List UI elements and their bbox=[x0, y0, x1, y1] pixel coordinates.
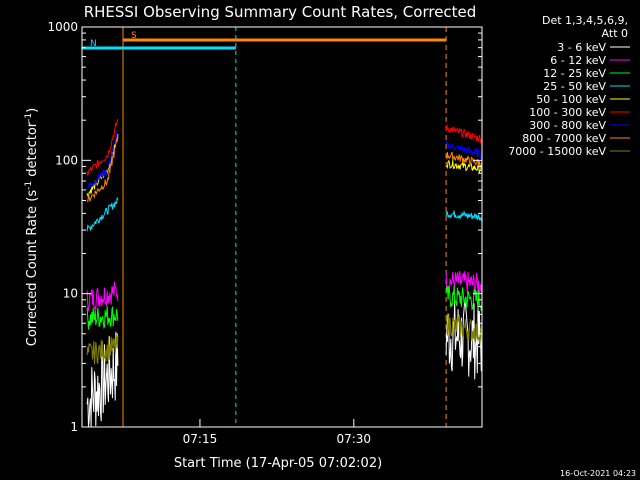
chart-title: RHESSI Observing Summary Count Rates, Co… bbox=[84, 3, 477, 21]
series-post-4 bbox=[445, 159, 483, 173]
y-axis-label-exponent-1: -1 bbox=[24, 181, 34, 190]
legend-label-1: 6 - 12 keV bbox=[550, 54, 606, 67]
series-post-1 bbox=[445, 270, 483, 297]
series-pre-5 bbox=[86, 118, 119, 177]
y-tick-label-0: 1 bbox=[70, 420, 78, 434]
series-pre-8 bbox=[86, 335, 119, 365]
legend-label-3: 25 - 50 keV bbox=[543, 80, 606, 93]
y-tick-label-3: 1000 bbox=[47, 20, 78, 34]
series-pre-7 bbox=[86, 136, 119, 203]
y-axis-label-exponent-2: -1 bbox=[24, 113, 34, 122]
series-post-3 bbox=[445, 210, 483, 222]
legend-header-line-2: Att 0 bbox=[602, 27, 628, 40]
flag-label-S: S bbox=[131, 31, 137, 41]
y-tick-label-1: 10 bbox=[63, 287, 78, 301]
series-post-7 bbox=[445, 151, 483, 169]
series-post-8 bbox=[445, 313, 483, 345]
series-pre-2 bbox=[86, 306, 119, 330]
flag-label-N: N bbox=[90, 39, 97, 49]
series-post-2 bbox=[445, 285, 483, 312]
x-tick-label-0: 07:15 bbox=[183, 432, 218, 446]
y-axis-label: Corrected Count Rate (s-1 detector-1) bbox=[24, 108, 40, 346]
y-axis: 1 10 100 1000 bbox=[47, 20, 482, 434]
legend-label-4: 50 - 100 keV bbox=[536, 93, 606, 106]
series-pre-1 bbox=[86, 281, 119, 311]
plot-frame bbox=[81, 26, 483, 428]
y-axis-label-detector: detector bbox=[25, 121, 40, 181]
series-post-6 bbox=[445, 141, 483, 160]
legend-label-7: 800 - 7000 keV bbox=[522, 132, 606, 145]
legend-label-8: 7000 - 15000 keV bbox=[508, 145, 606, 158]
plot-area: SN bbox=[82, 27, 483, 428]
x-axis: 07:15 07:30 bbox=[183, 419, 371, 446]
series-post-5 bbox=[445, 124, 483, 145]
legend-label-5: 100 - 300 keV bbox=[529, 106, 606, 119]
legend-label-2: 12 - 25 keV bbox=[543, 67, 606, 80]
x-axis-label: Start Time (17-Apr-05 07:02:02) bbox=[174, 456, 382, 471]
x-tick-label-1: 07:30 bbox=[336, 432, 371, 446]
footer-date: 16-Oct-2021 04:23 bbox=[560, 469, 636, 478]
legend-label-6: 300 - 800 keV bbox=[529, 119, 606, 132]
legend-header-line-1: Det 1,3,4,5,6,9, bbox=[542, 14, 628, 27]
y-tick-label-2: 100 bbox=[55, 153, 78, 167]
series-pre-3 bbox=[86, 197, 119, 232]
legend-label-0: 3 - 6 keV bbox=[557, 41, 606, 54]
y-axis-label-end: ) bbox=[25, 108, 40, 113]
y-axis-label-main: Corrected Count Rate (s bbox=[25, 190, 40, 347]
series-pre-6 bbox=[86, 129, 119, 192]
